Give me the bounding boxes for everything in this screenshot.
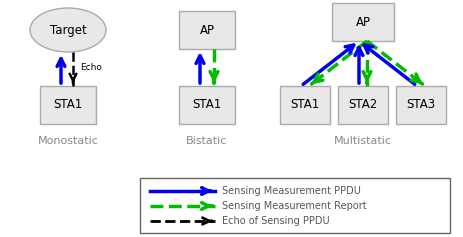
FancyBboxPatch shape [337,86,387,124]
Text: Echo: Echo [80,63,102,72]
Text: STA1: STA1 [53,99,82,111]
Text: STA3: STA3 [406,99,435,111]
FancyBboxPatch shape [395,86,445,124]
FancyBboxPatch shape [179,11,234,49]
Text: Monostatic: Monostatic [38,136,98,146]
FancyBboxPatch shape [279,86,329,124]
FancyBboxPatch shape [40,86,96,124]
FancyBboxPatch shape [179,86,234,124]
Text: Bistatic: Bistatic [186,136,227,146]
Text: Multistatic: Multistatic [333,136,391,146]
Text: STA1: STA1 [192,99,221,111]
Text: Sensing Measurement PPDU: Sensing Measurement PPDU [221,186,360,196]
Text: Target: Target [50,23,86,36]
Text: Echo of Sensing PPDU: Echo of Sensing PPDU [221,216,329,226]
FancyBboxPatch shape [140,178,449,233]
Ellipse shape [30,8,106,52]
Text: AP: AP [355,15,369,28]
Text: Sensing Measurement Report: Sensing Measurement Report [221,201,366,211]
FancyBboxPatch shape [332,3,393,41]
Text: STA2: STA2 [348,99,377,111]
Text: AP: AP [199,23,214,36]
Text: STA1: STA1 [290,99,319,111]
